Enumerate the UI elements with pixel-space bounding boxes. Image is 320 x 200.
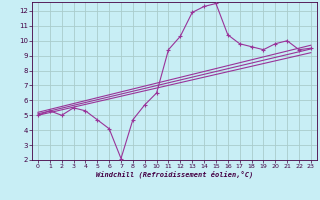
X-axis label: Windchill (Refroidissement éolien,°C): Windchill (Refroidissement éolien,°C) [96,171,253,178]
